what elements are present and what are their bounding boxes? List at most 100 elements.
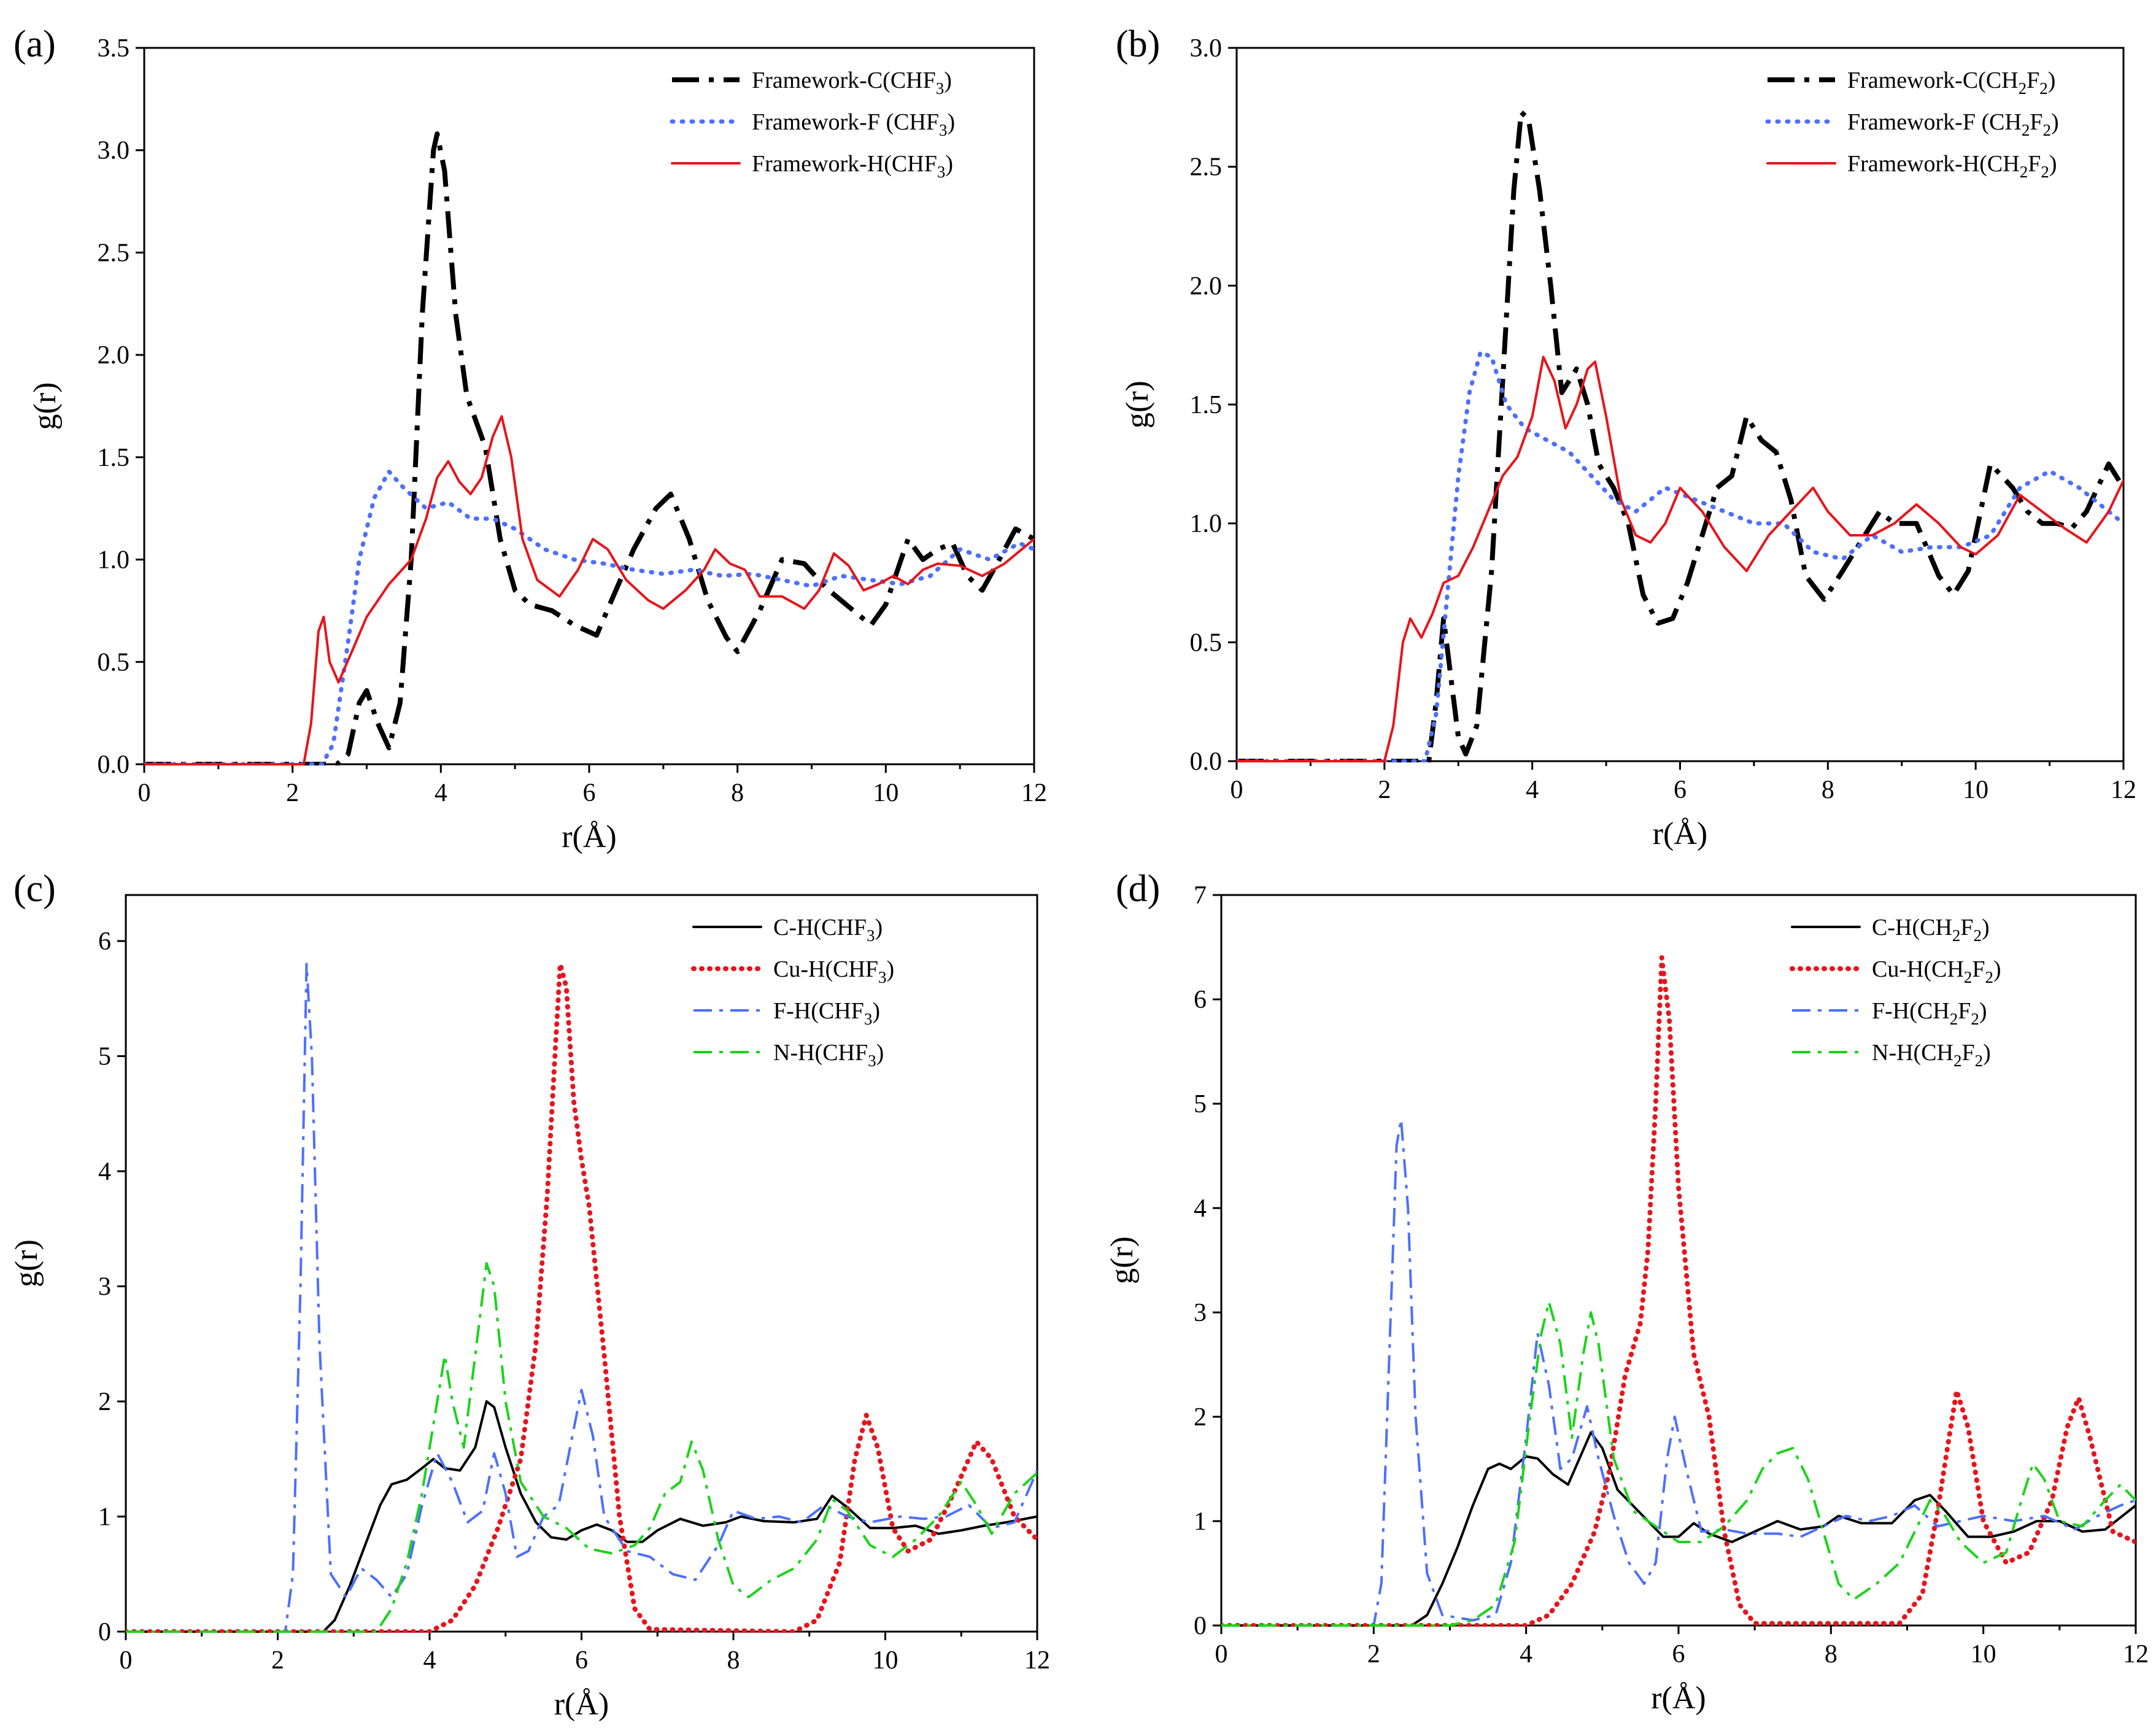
- y-tick-label: 1.0: [98, 546, 130, 575]
- legend-label: Framework-H(CH2F2): [1847, 151, 2057, 181]
- legend-label: Framework-F (CHF3): [752, 109, 955, 139]
- legend-label: F-H(CH2F2): [1872, 998, 1987, 1028]
- x-tick-label: 12: [1021, 779, 1047, 807]
- x-tick-label: 10: [873, 1646, 898, 1675]
- y-tick-label: 1.5: [98, 444, 130, 472]
- x-axis-title: r(Å): [1653, 816, 1708, 851]
- legend-label: Cu-H(CHF3): [773, 956, 894, 986]
- x-tick-label: 12: [2111, 776, 2136, 804]
- panel-c: 0 2 4 6 8 10 120123456r(Å)g(r)(c)C-H(CHF3)Cu-H…: [9, 868, 1050, 1722]
- series-line-2: [126, 961, 1037, 1633]
- y-axis-title: g(r): [1120, 381, 1155, 428]
- x-tick-label: 2: [1367, 1640, 1380, 1668]
- y-tick-label: 2.0: [98, 341, 130, 370]
- x-tick-label: 8: [1822, 776, 1834, 804]
- panel-b: 0 2 4 6 8 10 12 0.0 0.5 1.0 1.5 2.0 2.5 3.0 r(Å) g(r) (b…: [1116, 23, 2136, 851]
- series-line-2: [1221, 955, 2136, 1627]
- x-tick-label: 4: [1520, 1640, 1532, 1668]
- y-tick-label: 3.0: [98, 137, 130, 165]
- series-line-2: [1237, 350, 2123, 762]
- x-tick-label: 0: [1231, 776, 1243, 804]
- y-axis-title: g(r): [28, 382, 63, 430]
- y-tick-label: 4: [98, 1158, 111, 1186]
- legend-label: N-H(CHF3): [773, 1040, 884, 1070]
- panel-label: (a): [14, 23, 56, 65]
- y-tick-label: 3.5: [98, 34, 130, 63]
- legend-label: Framework-C(CHF3): [752, 68, 952, 98]
- y-tick-label: 0.5: [98, 648, 130, 676]
- series-line-1: [126, 1400, 1037, 1633]
- y-tick-label: 2.5: [1190, 153, 1223, 182]
- series-line-3: [1237, 355, 2123, 762]
- legend-label: Cu-H(CH2F2): [1872, 956, 2001, 986]
- series-line-1: [1237, 109, 2123, 762]
- y-tick-label: 0.0: [1190, 748, 1223, 776]
- y-tick-label: 0.0: [98, 751, 130, 779]
- x-tick-label: 0: [138, 779, 151, 807]
- y-tick-label: 2: [98, 1388, 111, 1416]
- panel-label: (b): [1116, 23, 1160, 65]
- series-group: [126, 961, 1037, 1633]
- x-tick-label: 2: [286, 779, 299, 807]
- x-axis-title: r(Å): [1651, 1681, 1706, 1716]
- y-tick-label: 3: [1194, 1299, 1207, 1327]
- y-tick-label: 6: [1194, 986, 1207, 1014]
- y-axis-title: g(r): [1105, 1236, 1140, 1284]
- x-tick-label: 6: [583, 779, 596, 807]
- y-tick-label: 2.0: [1190, 272, 1223, 300]
- series-line-2: [144, 469, 1034, 765]
- legend-label: F-H(CHF3): [773, 998, 880, 1028]
- legend-label: C-H(CHF3): [773, 915, 883, 945]
- series-line-4: [126, 1262, 1037, 1633]
- x-tick-label: 0: [1215, 1640, 1228, 1668]
- y-tick-label: 1: [98, 1503, 111, 1532]
- panel-d: 0 2 4 6 8 10 1201234567r(Å)g(r)(d)C-H(CH2F2)Cu…: [1105, 868, 2149, 1716]
- x-tick-label: 2: [1378, 776, 1391, 804]
- legend-label: C-H(CH2F2): [1872, 915, 1990, 945]
- y-tick-label: 3.0: [1190, 34, 1223, 63]
- y-tick-label: 1.5: [1190, 391, 1223, 419]
- y-tick-label: 5: [1194, 1090, 1207, 1118]
- x-tick-label: 10: [1971, 1640, 1996, 1668]
- legend-label: Framework-F (CH2F2): [1847, 109, 2059, 139]
- x-tick-label: 4: [423, 1646, 436, 1675]
- x-tick-label: 0: [120, 1646, 133, 1675]
- panel-a: 0 2 4 6 8 10 12 0.0 0.5 1.0 1.5 2.0 2.5 3.0 3.5 r(Å) g(r…: [14, 23, 1047, 854]
- x-tick-label: 2: [271, 1646, 284, 1675]
- y-tick-label: 5: [98, 1043, 111, 1071]
- x-tick-label: 4: [435, 779, 447, 807]
- x-axis-title: r(Å): [562, 819, 617, 854]
- y-tick-label: 0.5: [1190, 629, 1223, 657]
- x-tick-label: 6: [575, 1646, 588, 1675]
- y-tick-label: 2: [1194, 1403, 1207, 1432]
- x-tick-label: 6: [1674, 776, 1687, 804]
- series-line-4: [1221, 1301, 2136, 1627]
- series-group: [1237, 109, 2123, 762]
- series-line-1: [144, 131, 1034, 765]
- panel-label: (c): [14, 868, 56, 910]
- series-group: [144, 131, 1034, 765]
- legend-label: N-H(CH2F2): [1872, 1040, 1991, 1070]
- series-group: [1221, 955, 2136, 1627]
- x-tick-label: 10: [873, 779, 898, 807]
- y-tick-label: 6: [98, 928, 111, 956]
- y-tick-label: 0: [1194, 1612, 1207, 1640]
- y-axis-title: g(r): [9, 1239, 44, 1287]
- y-tick-label: 2.5: [98, 239, 130, 267]
- y-tick-label: 1: [1194, 1508, 1207, 1536]
- x-tick-label: 12: [1024, 1646, 1050, 1675]
- y-tick-label: 7: [1194, 881, 1207, 910]
- panel-label: (d): [1116, 868, 1160, 910]
- series-line-3: [144, 415, 1034, 765]
- x-tick-label: 4: [1526, 776, 1539, 804]
- y-tick-label: 0: [98, 1618, 111, 1646]
- x-tick-label: 10: [1963, 776, 1988, 804]
- legend-label: Framework-H(CHF3): [752, 151, 953, 181]
- x-tick-label: 8: [731, 779, 744, 807]
- legend-label: Framework-C(CH2F2): [1847, 68, 2055, 98]
- y-tick-label: 1.0: [1190, 510, 1223, 538]
- x-axis-title: r(Å): [554, 1687, 609, 1722]
- x-tick-label: 8: [1825, 1640, 1837, 1668]
